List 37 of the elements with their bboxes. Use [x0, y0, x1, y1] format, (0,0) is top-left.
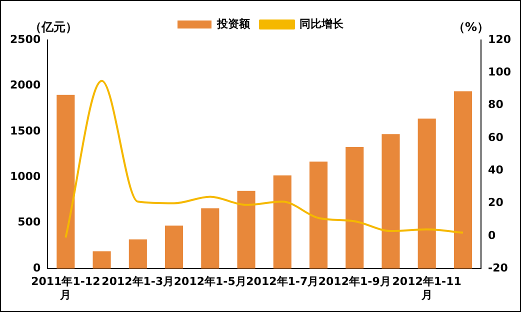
x-tick-label: 2012年1-7月: [246, 275, 319, 288]
y-tick-label: 2000: [10, 78, 41, 92]
y-tick-label: 1500: [10, 124, 41, 138]
bar: [273, 175, 292, 269]
y-tick-label: 2500: [10, 32, 41, 46]
y2-tick-label: 0: [488, 228, 496, 242]
y-tick-label: 0: [32, 261, 41, 274]
bar: [201, 208, 220, 269]
bar: [237, 190, 256, 269]
y2-tick-label: 40: [488, 163, 504, 176]
x-tick-label: 2012年1-3月: [102, 275, 174, 288]
x-tick-label: 2011年1-12月: [31, 275, 100, 302]
bar: [165, 226, 184, 269]
y2-tick-label: 20: [488, 196, 504, 210]
bar: [382, 134, 400, 269]
x-tick-label: 2012年1-11月: [392, 275, 462, 302]
y2-tick-label: 120: [488, 32, 512, 46]
bar: [309, 162, 328, 269]
x-tick-label: 2012年1-9月: [318, 275, 391, 288]
bar: [346, 146, 364, 269]
y-axis-title: （亿元）: [30, 20, 78, 34]
bar: [56, 94, 75, 269]
bar: [454, 91, 472, 269]
y-tick-label: 1000: [10, 170, 41, 184]
y2-tick-label: -20: [488, 261, 508, 274]
bar: [92, 251, 111, 269]
bar: [128, 239, 147, 269]
x-tick-label: 2012年1-5月: [174, 275, 246, 288]
y-tick-label: 500: [18, 216, 41, 229]
y2-tick-label: 100: [488, 66, 512, 79]
line-series: [64, 80, 464, 239]
bar: [418, 118, 436, 269]
y2-tick-label: 60: [488, 130, 504, 144]
legend-label: 同比增长: [300, 17, 344, 30]
y2-tick-label: 80: [488, 98, 504, 112]
y2-axis-title: （%）: [453, 20, 490, 34]
legend-label: 投资额: [216, 17, 251, 30]
